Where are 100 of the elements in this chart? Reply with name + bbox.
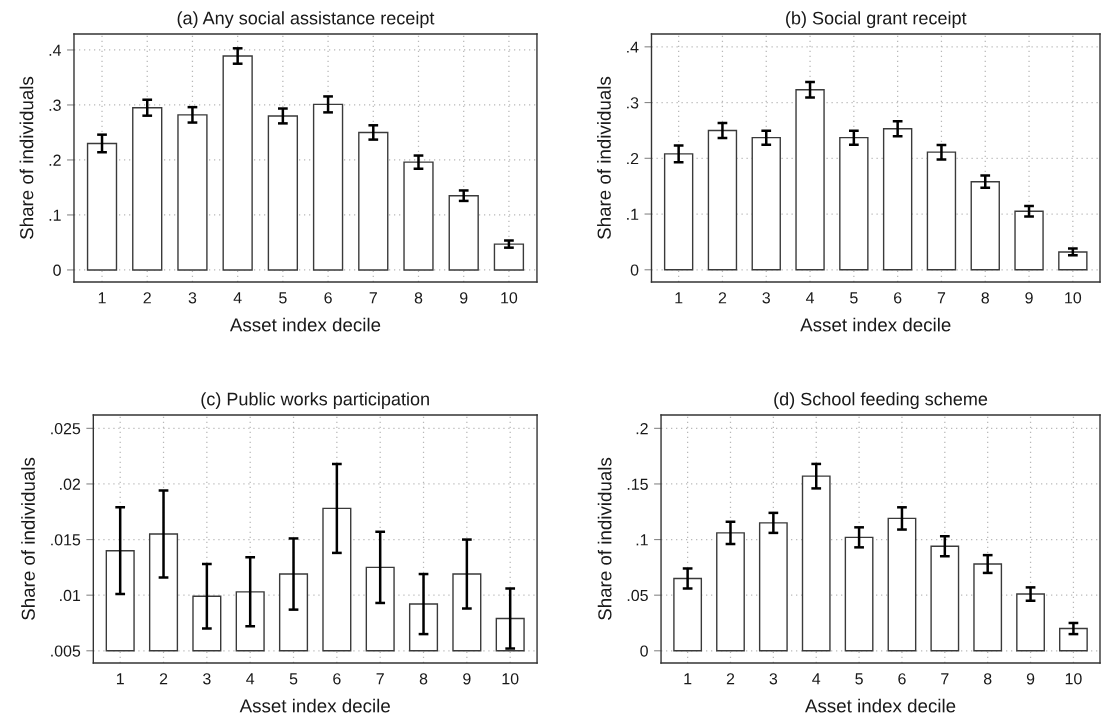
y-axis-title: Share of individuals — [19, 76, 34, 239]
x-tick-label: 3 — [769, 673, 778, 685]
bar — [403, 161, 434, 271]
y-tick-label: .3 — [627, 97, 639, 109]
x-tick-label: 2 — [143, 292, 151, 304]
bar — [132, 107, 163, 271]
x-tick-label: 8 — [419, 673, 428, 685]
x-axis-title: Asset index decile — [229, 317, 381, 332]
x-tick-label: 2 — [718, 292, 727, 304]
bar — [716, 532, 745, 652]
x-tick-label: 1 — [116, 673, 124, 685]
y-tick-label: 0 — [630, 264, 639, 276]
bar — [322, 507, 352, 652]
bar — [452, 573, 482, 652]
y-tick-label: .025 — [51, 422, 81, 435]
x-tick-label: 10 — [501, 292, 518, 304]
bar — [495, 617, 525, 652]
y-axis-title: Share of individuals — [597, 76, 611, 239]
bar — [235, 591, 265, 652]
x-tick-label: 5 — [855, 673, 863, 685]
bar — [192, 595, 222, 652]
y-tick-label: .2 — [627, 152, 639, 165]
y-tick-label: .1 — [636, 534, 648, 546]
x-tick-label: 7 — [941, 673, 949, 685]
chart-title: (d) School feeding scheme — [774, 392, 988, 410]
bar — [365, 566, 395, 652]
y-tick-label: .015 — [51, 534, 81, 546]
y-axis-title: Share of individuals — [21, 457, 35, 620]
bar — [177, 114, 208, 271]
bar — [973, 563, 1003, 652]
x-tick-label: 6 — [894, 292, 902, 304]
bar — [408, 603, 439, 652]
x-tick-label: 10 — [1065, 673, 1082, 685]
y-tick-label: 0 — [53, 264, 61, 276]
x-tick-label: 4 — [812, 673, 821, 685]
bar — [882, 128, 913, 271]
y-tick-label: .1 — [49, 209, 61, 221]
x-axis-title: Asset index decile — [800, 317, 951, 332]
bar — [795, 89, 825, 271]
y-tick-label: .15 — [627, 478, 648, 490]
x-tick-label: 8 — [981, 292, 989, 304]
bar — [278, 573, 309, 652]
bar — [448, 194, 479, 271]
bar — [1016, 593, 1045, 652]
y-tick-label: .2 — [636, 422, 648, 435]
x-tick-label: 3 — [188, 292, 197, 304]
x-tick-label: 10 — [1065, 292, 1082, 304]
bar — [801, 475, 831, 652]
y-tick-label: .2 — [49, 154, 61, 166]
bar — [930, 545, 960, 652]
x-tick-label: 5 — [850, 292, 858, 304]
x-tick-label: 5 — [279, 292, 287, 304]
y-tick-label: .02 — [60, 478, 81, 490]
x-axis-title: Asset index decile — [239, 698, 390, 713]
x-tick-label: 6 — [898, 673, 906, 685]
chart-title: (a) Any social assistance receipt — [177, 11, 435, 29]
x-tick-label: 6 — [333, 673, 341, 685]
bar — [839, 136, 869, 271]
x-tick-label: 3 — [762, 292, 770, 304]
bar — [148, 533, 179, 652]
bar — [663, 153, 694, 271]
x-tick-label: 1 — [675, 292, 683, 304]
chart-title: (b) Social grant receipt — [786, 11, 967, 29]
x-tick-label: 2 — [159, 673, 168, 685]
bar — [222, 55, 253, 271]
bar — [673, 577, 703, 652]
x-axis-title: Asset index decile — [805, 698, 956, 713]
x-tick-label: 5 — [289, 673, 298, 685]
y-tick-label: .3 — [49, 99, 61, 111]
x-tick-label: 9 — [460, 292, 468, 304]
bar — [707, 129, 738, 271]
bar — [105, 549, 135, 652]
x-tick-label: 7 — [369, 292, 377, 304]
y-tick-label: .1 — [627, 208, 639, 220]
x-tick-label: 4 — [233, 292, 242, 304]
bar — [312, 103, 344, 271]
y-tick-label: .05 — [627, 589, 648, 602]
y-tick-label: .4 — [49, 44, 62, 56]
x-tick-label: 2 — [726, 673, 735, 685]
x-tick-label: 4 — [805, 292, 815, 304]
bar — [751, 136, 781, 271]
bar — [844, 536, 874, 652]
bar — [358, 131, 389, 271]
bar — [926, 151, 957, 271]
y-tick-label: .4 — [627, 41, 639, 53]
x-tick-label: 9 — [463, 673, 471, 685]
bar — [493, 243, 525, 271]
y-tick-label: .01 — [60, 589, 81, 602]
x-tick-label: 9 — [1025, 292, 1033, 304]
bar — [970, 181, 1000, 271]
x-tick-label: 1 — [98, 292, 106, 304]
chart-title: (c) Public works participation — [201, 392, 429, 410]
x-tick-label: 7 — [937, 292, 946, 304]
y-tick-label: 0 — [640, 645, 648, 657]
x-tick-label: 1 — [684, 673, 692, 685]
x-tick-label: 7 — [376, 673, 384, 685]
bar — [267, 115, 299, 271]
x-tick-label: 6 — [324, 292, 332, 304]
bar — [758, 522, 788, 652]
y-axis-title: Share of individuals — [597, 457, 612, 620]
